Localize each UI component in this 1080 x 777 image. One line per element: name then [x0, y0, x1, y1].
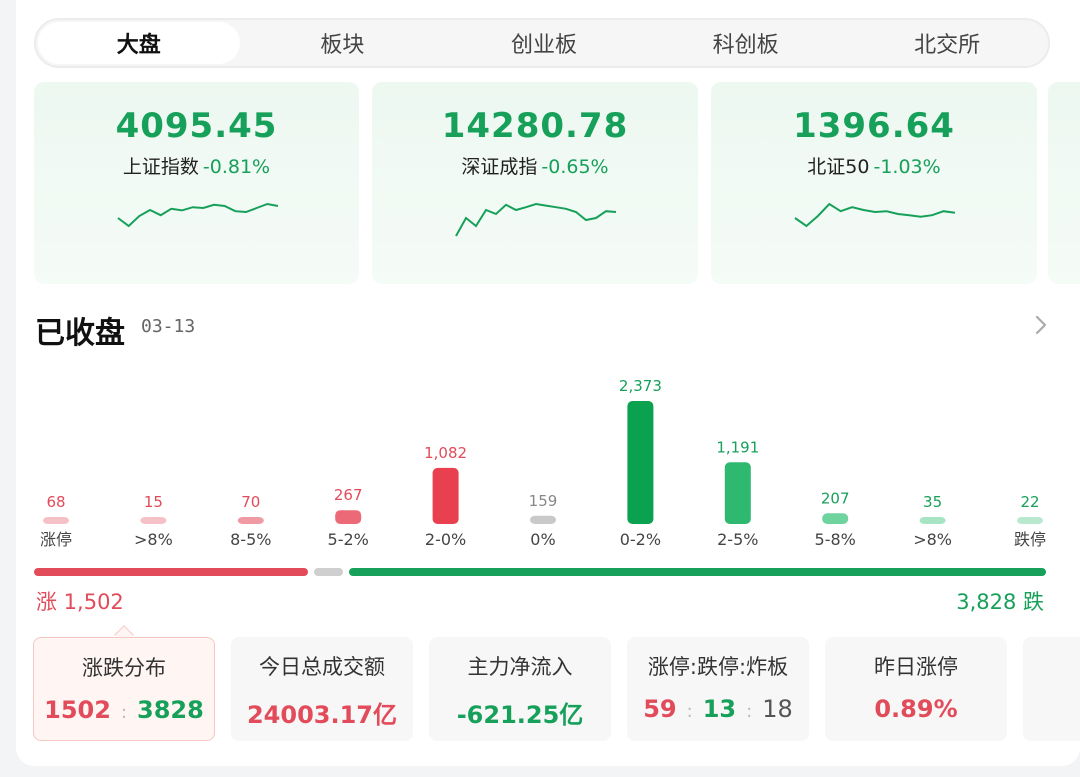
bar-0 — [43, 517, 69, 524]
tab-chuangyeban[interactable]: 创业板 — [510, 33, 577, 58]
bar-category-label: 8-5% — [230, 530, 271, 549]
bar-5 — [530, 515, 556, 524]
stat-title: 涨跌分布 — [82, 656, 166, 680]
bar-8 — [822, 513, 849, 524]
index-change: -1.03% — [873, 156, 941, 178]
stat-title: 主力净流入 — [467, 655, 573, 679]
tab-bankuai[interactable]: 板块 — [320, 33, 365, 58]
bar-value-label: 15 — [144, 493, 163, 511]
index-name: 北证50 — [807, 156, 870, 178]
broken-limit-count: 18 — [762, 695, 793, 723]
bar-category-label: 0-2% — [620, 530, 661, 549]
bar-category-label: 0% — [530, 530, 555, 549]
limit-down-count: 13 — [702, 695, 737, 723]
section-date: 03-13 — [141, 316, 196, 337]
bar-value-label: 207 — [821, 489, 850, 507]
sparkline — [455, 202, 617, 237]
fall-count: 3828 — [137, 696, 204, 724]
stat-main-net-inflow[interactable]: 主力净流入 -621.25亿 — [429, 637, 611, 741]
bar-7 — [724, 462, 751, 524]
index-card-shanghai[interactable]: 4095.45 上证指数 -0.81% — [34, 82, 359, 284]
fall-count-label: 3,828 跌 — [956, 590, 1044, 614]
bar-category-label: >8% — [134, 530, 173, 549]
tab-kechuangban[interactable]: 科创板 — [712, 33, 779, 58]
bar-category-label: 2-0% — [425, 530, 466, 549]
bar-3 — [335, 510, 362, 524]
section-title: 已收盘 — [35, 316, 125, 351]
fall-count-bar — [348, 568, 1046, 576]
bar-value-label: 1,191 — [716, 438, 759, 456]
index-name: 深证成指 — [461, 156, 538, 178]
tab-dapan[interactable]: 大盘 — [38, 22, 240, 64]
bar-2 — [237, 517, 264, 524]
rise-count-bar — [34, 568, 308, 576]
sparkline — [117, 202, 279, 228]
bar-10 — [1017, 517, 1043, 524]
index-value: 1396.64 — [793, 106, 955, 146]
chevron-right-icon[interactable] — [1028, 310, 1056, 340]
stat-next-partial[interactable] — [1023, 637, 1080, 741]
stat-title: 今日总成交额 — [259, 655, 385, 679]
stat-limit-counts[interactable]: 涨停:跌停:炸板 59:13:18 — [627, 637, 809, 741]
flat-count-bar — [313, 568, 343, 576]
sparkline-path — [794, 202, 956, 228]
bar-4 — [432, 467, 459, 524]
bar-value-label: 35 — [923, 493, 942, 511]
bar-value-label: 267 — [334, 486, 363, 504]
bar-category-label: 5-8% — [815, 530, 856, 549]
rise-count-label: 涨 1,502 — [36, 590, 124, 614]
bar-value-label: 2,373 — [619, 377, 662, 395]
bar-value-label: 22 — [1020, 493, 1039, 511]
bar-value-label: 68 — [46, 493, 65, 511]
bar-category-label: 涨停 — [40, 530, 72, 549]
stat-value: 0.89% — [874, 695, 958, 723]
bar-value-label: 70 — [241, 493, 260, 511]
stat-title: 昨日涨停 — [874, 655, 958, 679]
bar-category-label: 2-5% — [717, 530, 758, 549]
market-tabs: 大盘 板块 创业板 科创板 北交所 — [34, 18, 1050, 68]
stat-title: 涨停:跌停:炸板 — [647, 655, 789, 679]
index-value: 14280.78 — [441, 106, 629, 146]
stat-value: 24003.17亿 — [246, 701, 397, 729]
bar-value-label: 1,082 — [424, 444, 467, 462]
bar-category-label: >8% — [913, 530, 952, 549]
bar-category-label: 5-2% — [328, 530, 369, 549]
stat-value: -621.25亿 — [456, 701, 584, 729]
bar-9 — [919, 517, 946, 524]
tab-beijiaosuo[interactable]: 北交所 — [914, 33, 981, 58]
bar-value-label: 159 — [529, 492, 558, 510]
index-value: 4095.45 — [115, 106, 278, 146]
index-name: 上证指数 — [122, 156, 199, 178]
sparkline — [794, 202, 956, 228]
stat-rise-fall[interactable]: 涨跌分布 1502:3828 — [33, 637, 215, 741]
index-change: -0.65% — [541, 156, 609, 178]
stat-turnover[interactable]: 今日总成交额 24003.17亿 — [231, 637, 413, 741]
index-card-bz50[interactable]: 1396.64 北证50 -1.03% — [711, 82, 1037, 284]
sparkline-path — [117, 202, 279, 228]
sparkline-path — [455, 202, 617, 237]
index-change: -0.81% — [202, 156, 271, 178]
stat-yesterday-limit-up[interactable]: 昨日涨停 0.89% — [825, 637, 1007, 741]
bar-1 — [140, 517, 167, 524]
limit-up-count: 59 — [643, 695, 677, 723]
bar-category-label: 跌停 — [1014, 530, 1046, 549]
rise-count: 1502 — [44, 696, 111, 724]
bar-6 — [627, 401, 654, 524]
index-card-next-partial[interactable] — [1048, 82, 1080, 284]
index-card-shenzhen[interactable]: 14280.78 深证成指 -0.65% — [372, 82, 698, 284]
rise-fall-distribution-chart: 68 涨停 15 >8% 70 8-5% 267 5-2% 1,082 2-0% 159 0% 2,37… — [40, 377, 1046, 549]
